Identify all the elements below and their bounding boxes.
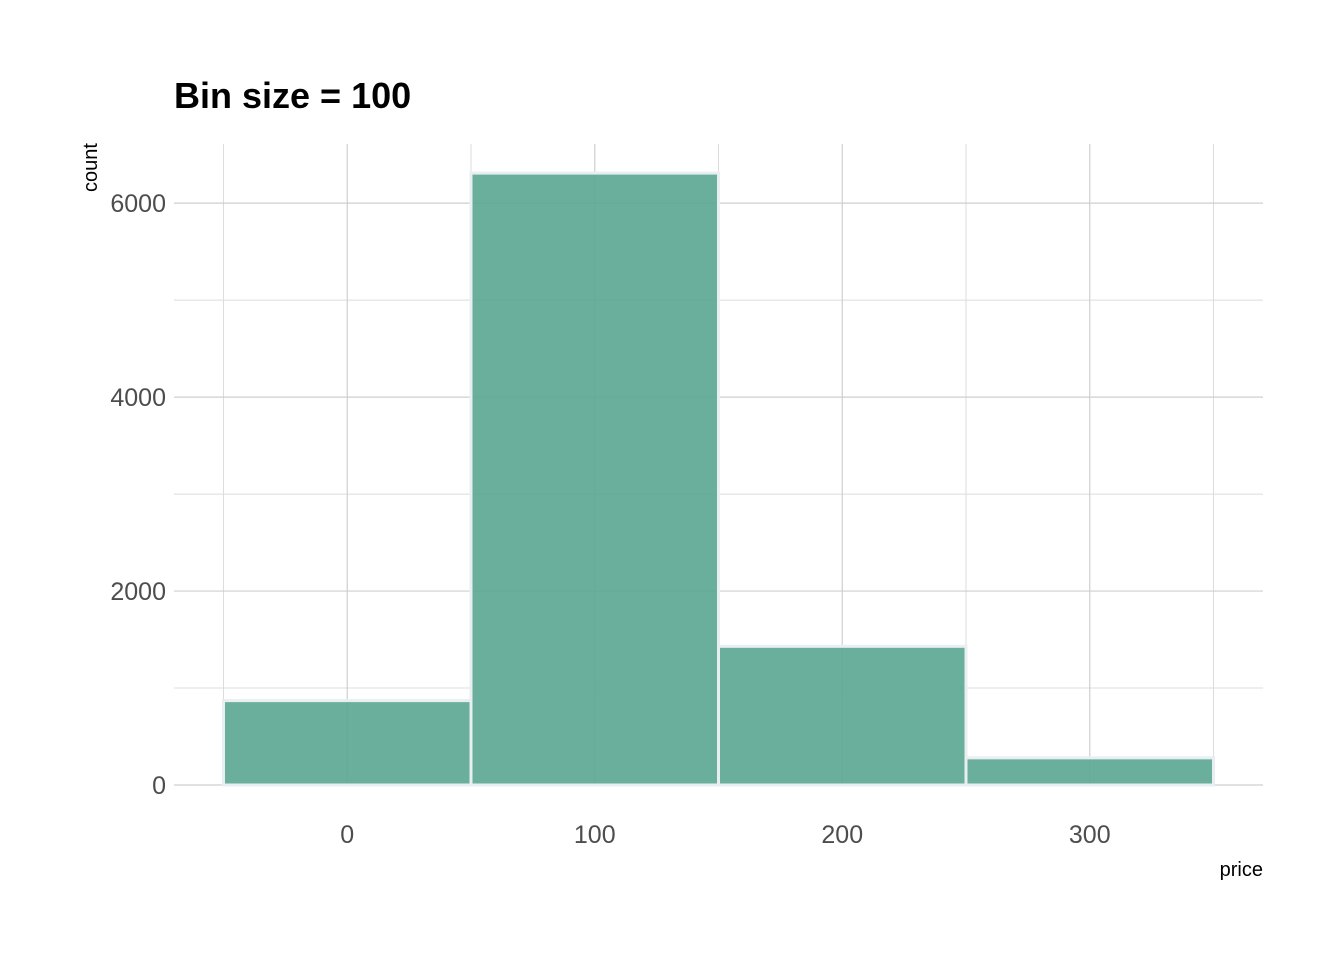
y-tick-label: 2000 xyxy=(110,578,166,606)
x-tick-label: 200 xyxy=(821,821,863,849)
x-axis-ticks: 0 100 200 300 xyxy=(340,821,1110,849)
chart-title: Bin size = 100 xyxy=(174,75,411,116)
y-tick-label: 4000 xyxy=(110,384,166,412)
x-tick-label: 0 xyxy=(340,821,354,849)
histogram-bar-2 xyxy=(717,644,968,787)
x-axis-title: price xyxy=(1220,859,1263,881)
histogram-bar-1 xyxy=(469,171,720,787)
y-axis-ticks: 0 2000 4000 6000 xyxy=(110,190,166,800)
y-tick-label: 6000 xyxy=(110,190,166,218)
histogram-bar-0 xyxy=(222,699,473,787)
bars xyxy=(222,171,1215,787)
histogram-bar-3 xyxy=(964,756,1215,787)
x-tick-label: 100 xyxy=(574,821,616,849)
y-tick-label: 0 xyxy=(152,772,166,800)
x-tick-label: 300 xyxy=(1069,821,1111,849)
y-axis-title: count xyxy=(80,143,102,192)
